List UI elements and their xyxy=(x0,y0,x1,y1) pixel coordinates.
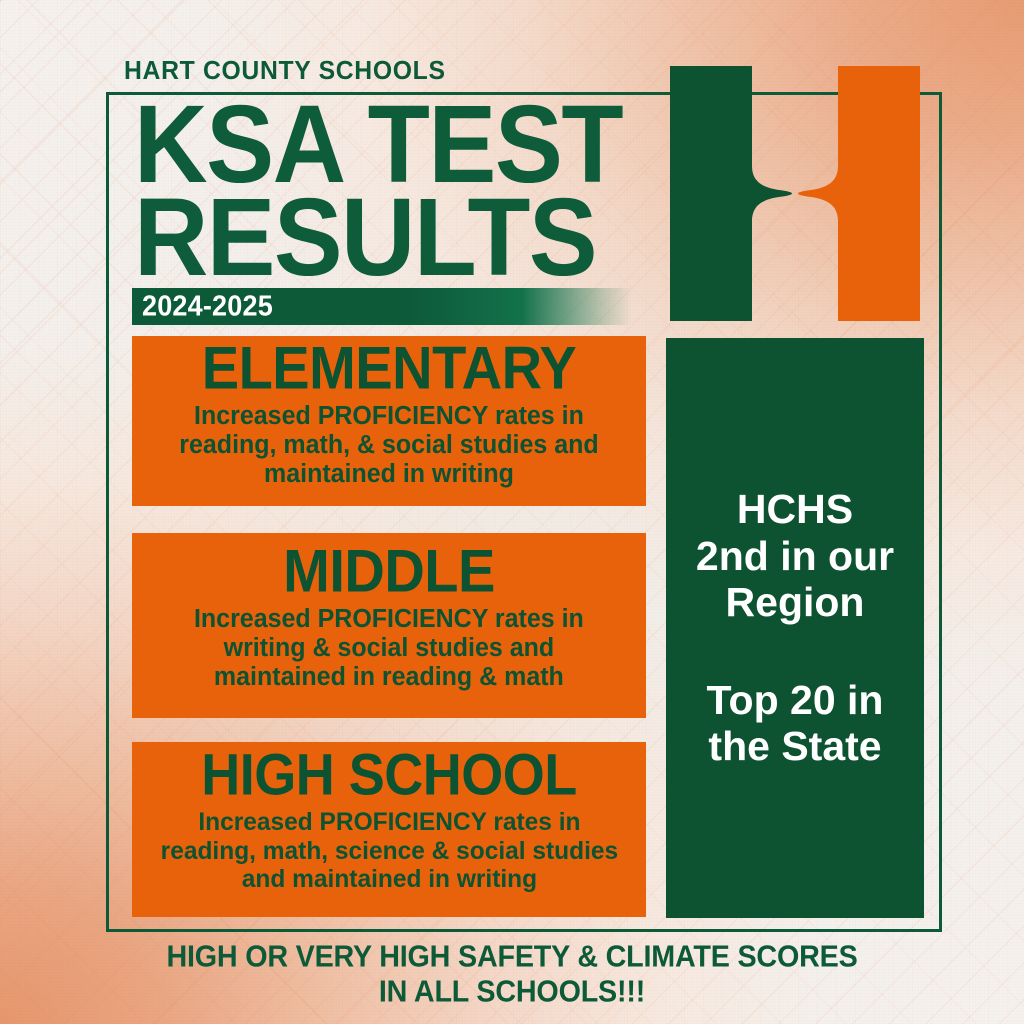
h-logo-svg xyxy=(670,66,920,321)
card-body-elementary: Increased PROFICIENCY rates in reading, … xyxy=(179,402,598,489)
title-line-one: KSA TEST xyxy=(134,81,624,206)
card-body-line: maintained in writing xyxy=(264,460,514,489)
result-card-elementary: ELEMENTARY Increased PROFICIENCY rates i… xyxy=(132,336,646,506)
district-name: HART COUNTY SCHOOLS xyxy=(124,57,446,85)
result-card-high-school: HIGH SCHOOL Increased PROFICIENCY rates … xyxy=(132,742,646,917)
h-logo-right-half xyxy=(798,66,920,321)
h-logo-left-half xyxy=(670,66,792,321)
card-body-line: reading, math, science & social studies xyxy=(160,836,618,865)
page-title: KSA TEST RESULTS xyxy=(134,88,654,292)
title-line-two: RESULTS xyxy=(134,174,598,299)
footer: HIGH OR VERY HIGH SAFETY & CLIMATE SCORE… xyxy=(0,940,1024,1011)
card-body-line: reading, math, & social studies and xyxy=(179,431,599,460)
card-body-line: writing & social studies and xyxy=(223,634,555,663)
hchs-line-5: the State xyxy=(708,723,882,770)
card-title-elementary: ELEMENTARY xyxy=(201,336,577,402)
card-body-line: Increased PROFICIENCY rates in xyxy=(194,605,584,633)
hart-county-h-logo xyxy=(666,62,924,325)
card-body-line: Increased PROFICIENCY rates in xyxy=(197,808,581,836)
school-year-label: 2024-2025 xyxy=(142,290,273,322)
footer-line-one: HIGH OR VERY HIGH SAFETY & CLIMATE SCORE… xyxy=(166,939,858,974)
card-body-line: maintained in reading & math xyxy=(214,663,564,692)
card-body-high-school: Increased PROFICIENCY rates in reading, … xyxy=(160,808,618,894)
hchs-line-1: HCHS xyxy=(736,486,854,533)
card-body-middle: Increased PROFICIENCY rates in writing &… xyxy=(194,605,584,692)
card-body-line: Increased PROFICIENCY rates in xyxy=(194,402,584,430)
hchs-highlight-panel: HCHS 2nd in our Region Top 20 in the Sta… xyxy=(666,338,924,918)
card-title-high-school: HIGH SCHOOL xyxy=(201,742,577,808)
hchs-line-2: 2nd in our xyxy=(695,532,895,579)
school-year-banner: 2024-2025 xyxy=(132,288,632,325)
footer-line-two: IN ALL SCHOOLS!!! xyxy=(378,975,646,1010)
result-card-middle: MIDDLE Increased PROFICIENCY rates in wr… xyxy=(132,533,646,718)
hchs-line-4: Top 20 in xyxy=(706,677,884,724)
card-title-middle: MIDDLE xyxy=(283,536,495,605)
card-body-line: and maintained in writing xyxy=(241,865,537,893)
hchs-line-3: Region xyxy=(725,578,865,625)
